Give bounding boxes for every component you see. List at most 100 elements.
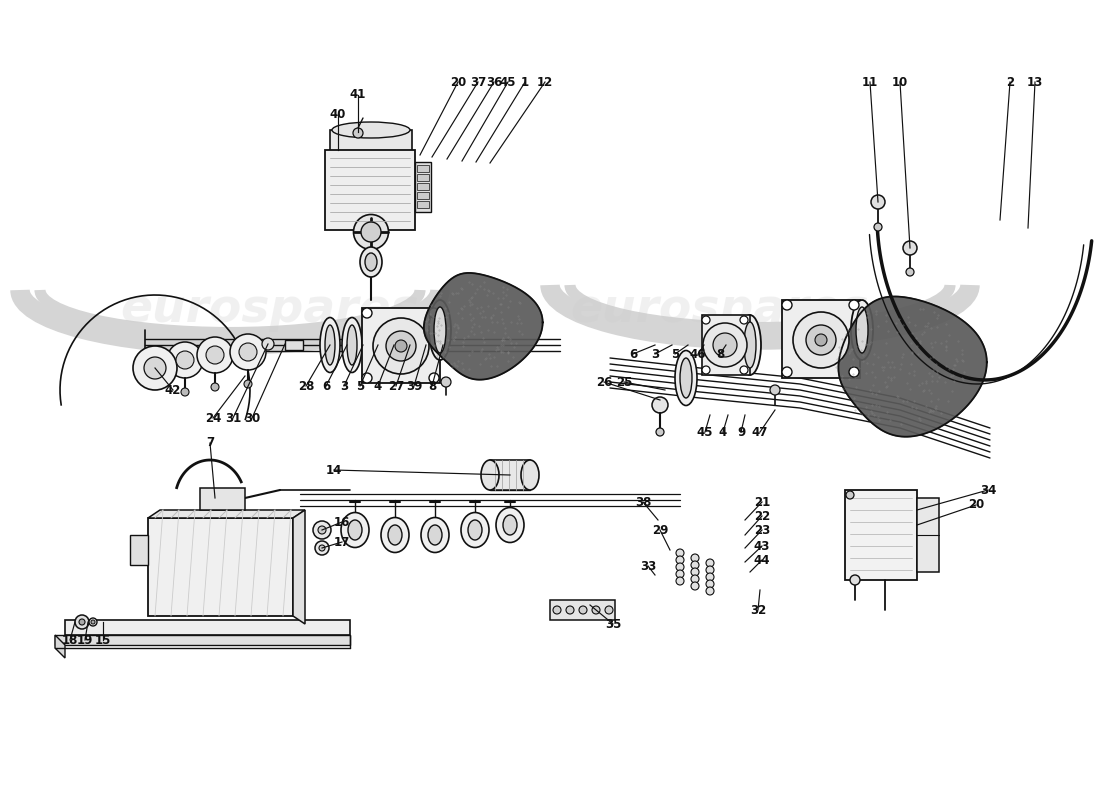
Ellipse shape — [365, 253, 377, 271]
Text: 28: 28 — [298, 379, 315, 393]
Text: 19: 19 — [77, 634, 94, 646]
Text: 4: 4 — [719, 426, 727, 438]
Ellipse shape — [429, 300, 451, 360]
Ellipse shape — [320, 318, 340, 373]
Text: 29: 29 — [652, 523, 668, 537]
Text: 37: 37 — [470, 75, 486, 89]
Circle shape — [691, 575, 698, 583]
Text: 18: 18 — [62, 634, 78, 646]
Text: 40: 40 — [330, 109, 346, 122]
Circle shape — [133, 346, 177, 390]
Text: 35: 35 — [605, 618, 621, 630]
Text: 1: 1 — [521, 75, 529, 89]
Circle shape — [362, 308, 372, 318]
Ellipse shape — [342, 318, 362, 373]
Ellipse shape — [341, 513, 368, 547]
Text: 20: 20 — [968, 498, 984, 511]
Bar — [415, 162, 431, 212]
Bar — [417, 174, 429, 181]
Ellipse shape — [503, 515, 517, 535]
Bar — [845, 490, 917, 580]
Ellipse shape — [856, 307, 868, 353]
Circle shape — [770, 385, 780, 395]
Text: 26: 26 — [596, 375, 613, 389]
Circle shape — [91, 620, 95, 624]
Text: 17: 17 — [334, 535, 350, 549]
Circle shape — [167, 342, 204, 378]
Text: 11: 11 — [862, 75, 878, 89]
Ellipse shape — [324, 325, 336, 365]
Circle shape — [871, 195, 886, 209]
Circle shape — [740, 316, 748, 324]
Bar — [782, 300, 860, 378]
Text: 3: 3 — [651, 347, 659, 361]
Bar — [324, 150, 415, 230]
Circle shape — [691, 561, 698, 569]
Ellipse shape — [388, 525, 401, 545]
Circle shape — [740, 366, 748, 374]
Text: 8: 8 — [716, 347, 724, 361]
Circle shape — [903, 241, 917, 255]
Text: 46: 46 — [690, 347, 706, 361]
Text: 43: 43 — [754, 539, 770, 553]
Text: 41: 41 — [350, 89, 366, 102]
Circle shape — [315, 541, 329, 555]
Ellipse shape — [421, 518, 449, 553]
Ellipse shape — [346, 325, 358, 365]
Circle shape — [906, 268, 914, 276]
Circle shape — [579, 606, 587, 614]
Circle shape — [849, 300, 859, 310]
Text: 27: 27 — [388, 379, 404, 393]
Circle shape — [206, 346, 224, 364]
Circle shape — [793, 312, 849, 368]
Bar — [200, 488, 245, 510]
Circle shape — [676, 556, 684, 564]
Text: 8: 8 — [428, 379, 436, 393]
Text: 9: 9 — [737, 426, 745, 438]
Circle shape — [702, 316, 710, 324]
Ellipse shape — [353, 214, 388, 250]
Text: 44: 44 — [754, 554, 770, 566]
Polygon shape — [65, 620, 350, 635]
Bar — [130, 535, 148, 565]
Text: 39: 39 — [406, 379, 422, 393]
Text: eurospares: eurospares — [121, 287, 419, 333]
Text: 23: 23 — [754, 523, 770, 537]
Circle shape — [713, 333, 737, 357]
Circle shape — [373, 318, 429, 374]
Text: 10: 10 — [892, 75, 909, 89]
Ellipse shape — [434, 307, 446, 353]
Circle shape — [182, 388, 189, 396]
Circle shape — [553, 606, 561, 614]
Bar — [490, 460, 530, 490]
Circle shape — [318, 526, 326, 534]
Circle shape — [676, 577, 684, 585]
Ellipse shape — [348, 520, 362, 540]
Circle shape — [806, 325, 836, 355]
Circle shape — [706, 559, 714, 567]
Polygon shape — [148, 510, 305, 518]
Text: 5: 5 — [671, 347, 679, 361]
Ellipse shape — [521, 460, 539, 490]
Text: 32: 32 — [750, 603, 766, 617]
Circle shape — [441, 377, 451, 387]
Ellipse shape — [481, 460, 499, 490]
Polygon shape — [424, 273, 542, 380]
Text: 42: 42 — [165, 383, 182, 397]
Circle shape — [676, 570, 684, 578]
Ellipse shape — [739, 315, 761, 375]
Text: 2: 2 — [1005, 75, 1014, 89]
Circle shape — [566, 606, 574, 614]
Circle shape — [676, 549, 684, 557]
Text: 7: 7 — [206, 437, 214, 450]
Polygon shape — [838, 297, 987, 437]
Ellipse shape — [851, 300, 873, 360]
Text: 12: 12 — [537, 75, 553, 89]
Circle shape — [691, 582, 698, 590]
Text: 3: 3 — [340, 379, 348, 393]
Ellipse shape — [680, 358, 692, 398]
Bar — [702, 315, 750, 375]
Text: 30: 30 — [244, 411, 260, 425]
Text: 34: 34 — [980, 483, 997, 497]
Text: 24: 24 — [205, 411, 221, 425]
